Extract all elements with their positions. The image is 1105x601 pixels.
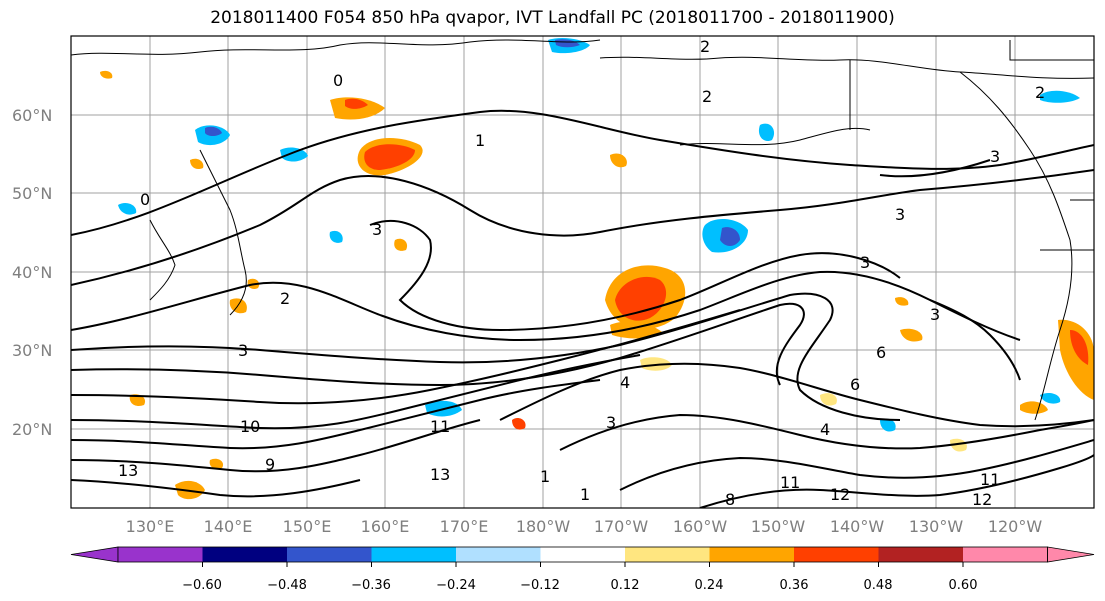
colorbar-segment <box>625 547 710 562</box>
lon-label: 130°W <box>909 517 964 536</box>
contour-label: 4 <box>820 420 830 439</box>
lon-label: 120°W <box>988 517 1043 536</box>
contour-label: 1 <box>580 485 590 504</box>
colorbar-segment <box>287 547 372 562</box>
contour-label: 3 <box>372 220 382 239</box>
colorbar-tick-label: 0.12 <box>611 578 640 593</box>
colorbar-tick-label: 0.48 <box>864 578 893 593</box>
lat-label: 40°N <box>12 263 52 282</box>
coastlines <box>71 39 1094 421</box>
longitude-labels: 130°E 140°E 150°E 160°E 170°E 180°W 170°… <box>126 517 1043 536</box>
contour-label: 13 <box>118 461 138 480</box>
contour-label: 3 <box>860 253 870 272</box>
contour-label: 1 <box>540 467 550 486</box>
ivt-contours <box>71 109 1094 508</box>
contour-label: 2 <box>1035 83 1045 102</box>
colorbar-tick-label: 0.60 <box>949 578 978 593</box>
colorbar-segments <box>70 546 1095 567</box>
contour-labels: 2 0 1 0 3 3 2 3 3 3 6 6 10 13 11 9 3 4 1… <box>118 37 1045 509</box>
lat-label: 50°N <box>12 184 52 203</box>
latitude-labels: 60°N 50°N 40°N 30°N 20°N <box>12 106 52 439</box>
contour-label: 2 <box>280 289 290 308</box>
colorbar-segment <box>540 547 625 562</box>
contour-label: 6 <box>850 375 860 394</box>
plot-border <box>70 35 1095 509</box>
contour-label: 8 <box>725 490 735 509</box>
colorbar-tick-label: 0.36 <box>780 578 809 593</box>
colorbar-extend-right <box>1047 546 1095 563</box>
contour-label: 6 <box>876 343 886 362</box>
contour-label: 1 <box>475 131 485 150</box>
colorbar-segment <box>878 547 963 562</box>
contour-label: 4 <box>620 373 630 392</box>
lon-label: 160°W <box>673 517 728 536</box>
map-title: 2018011400 F054 850 hPa qvapor, IVT Land… <box>210 8 895 28</box>
lon-label: 130°E <box>126 517 175 536</box>
lon-label: 150°W <box>751 517 806 536</box>
colorbar-tick-label: −0.60 <box>182 578 222 593</box>
lat-label: 60°N <box>12 106 52 125</box>
lon-label: 170°E <box>440 517 489 536</box>
colorbar-segment <box>371 547 456 562</box>
colorbar-segment <box>456 547 541 562</box>
contour-label: 0 <box>333 71 343 90</box>
contour-label: 11 <box>980 470 1000 489</box>
colorbar-ticks: −0.60 −0.48 −0.36 −0.24 −0.12 0.12 0.24 … <box>182 578 977 593</box>
colorbar-segment <box>709 547 794 562</box>
lon-label: 140°E <box>204 517 253 536</box>
colorbar-border <box>117 546 1048 563</box>
contour-label: 2 <box>702 87 712 106</box>
lon-label: 150°E <box>283 517 332 536</box>
lon-label: 180°W <box>516 517 571 536</box>
colorbar-tick-label: −0.48 <box>267 578 307 593</box>
colorbar-tick-label: −0.36 <box>351 578 391 593</box>
colorbar-tick-label: −0.12 <box>520 578 560 593</box>
contour-label: 13 <box>430 465 450 484</box>
contour-label: 3 <box>238 341 248 360</box>
contour-label: 3 <box>606 413 616 432</box>
contour-label: 12 <box>972 490 992 509</box>
contour-label: 3 <box>990 147 1000 166</box>
contour-label: 10 <box>240 417 260 436</box>
contour-label: 12 <box>830 485 850 504</box>
contour-label: 11 <box>430 417 450 436</box>
colorbar-segment <box>794 547 879 562</box>
colorbar-segment <box>202 547 287 562</box>
contour-label: 9 <box>265 455 275 474</box>
colorbar-segment <box>963 547 1048 562</box>
colorbar-tick-label: 0.24 <box>695 578 724 593</box>
colorbar-segment <box>118 547 203 562</box>
colorbar-extend-left <box>70 546 119 563</box>
contour-label: 3 <box>930 305 940 324</box>
contour-label: 3 <box>895 205 905 224</box>
lon-label: 160°E <box>361 517 410 536</box>
lat-label: 20°N <box>12 420 52 439</box>
colorbar: −0.60 −0.48 −0.36 −0.24 −0.12 0.12 0.24 … <box>70 546 1095 593</box>
contour-label: 0 <box>140 190 150 209</box>
lon-label: 140°W <box>830 517 885 536</box>
contour-label: 2 <box>700 37 710 56</box>
colorbar-tick-label: −0.24 <box>436 578 476 593</box>
contour-label: 11 <box>780 473 800 492</box>
lon-label: 170°W <box>594 517 649 536</box>
lat-label: 30°N <box>12 341 52 360</box>
